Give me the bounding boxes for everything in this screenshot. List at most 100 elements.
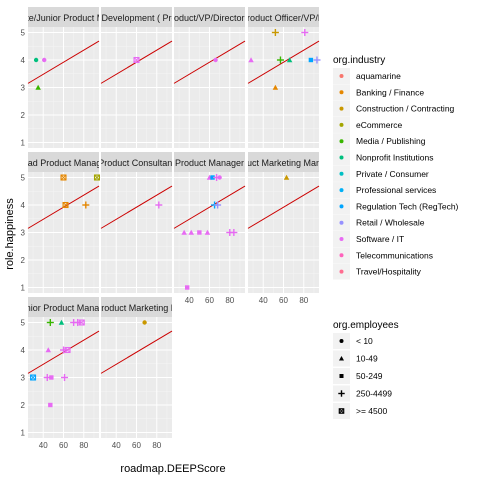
x-tick-label: 40 [112, 441, 121, 450]
legend-key-dot [339, 139, 344, 144]
data-point-box [30, 374, 37, 381]
data-point [286, 57, 293, 63]
legend-key-shape [338, 390, 345, 397]
reference-line [173, 185, 246, 229]
industry-legend: org.industry aquamarine Banking / Finance… [333, 55, 459, 280]
data-point [271, 28, 279, 37]
data-point [49, 375, 54, 380]
data-point [214, 201, 222, 209]
legend-label: Construction / Contracting [356, 104, 455, 114]
legend-label: < 10 [356, 336, 373, 346]
y-tick-label: 3 [21, 229, 26, 238]
x-tick-label: 60 [279, 296, 288, 305]
facet-strip-label: Head of Product/VP/Director of Product [131, 13, 289, 23]
data-point [93, 174, 100, 181]
reference-line [100, 330, 173, 374]
legend-label: 10-49 [356, 354, 378, 364]
facet-strip-label: Product Consultant [98, 158, 175, 168]
employees-legend-title: org.employees [333, 320, 399, 331]
facet-strip-label: Lead Product Manager [18, 158, 110, 168]
facet-panel: Chief Product Officer/VP/Director [247, 7, 321, 148]
data-point [59, 346, 68, 354]
x-axis-title: roadmap.DEEPScore [120, 463, 225, 475]
legend-label: Retail / Wholesale [356, 218, 425, 228]
reference-line [27, 40, 100, 84]
y-tick-label: 2 [21, 111, 26, 120]
legend-label: >= 4500 [356, 406, 387, 416]
data-point [308, 57, 314, 63]
legend-label: 50-249 [356, 371, 383, 381]
facet-strip [28, 152, 99, 172]
facet-panel: Senior Product Manager 1 2 3 4 5 40 60 80 [15, 297, 113, 450]
legend-key-dot [339, 237, 344, 241]
y-tick-label: 4 [21, 346, 26, 355]
legend-label: Nonprofit Institutions [356, 153, 433, 163]
legend-label: Banking / Finance [356, 87, 424, 97]
data-point [42, 57, 47, 63]
legend-key-dot [339, 171, 344, 176]
legend-key-dot [339, 253, 344, 258]
y-tick-label: 1 [21, 429, 26, 438]
facet-strip-label: Senior Product Manager [15, 303, 113, 313]
facet-panel: Director of Product Development ( Produc… [24, 7, 249, 148]
y-tick-label: 5 [21, 29, 26, 38]
legend-key-shape [338, 408, 345, 414]
facet-strip-label: Director of Product Development ( Produc… [24, 13, 249, 23]
y-tick-label: 2 [21, 401, 26, 410]
x-tick-label: 40 [185, 296, 194, 305]
reference-line [173, 40, 246, 84]
data-point [197, 230, 202, 235]
legend-label: Professional services [356, 185, 436, 195]
data-point-d2 [64, 347, 71, 353]
facet-panel: Lead Product Manager 1 2 3 4 5 [18, 152, 110, 293]
legend-key-shape-box [338, 408, 345, 414]
data-point [48, 402, 53, 408]
facet-strip [101, 152, 172, 172]
data-point-d2 [62, 202, 69, 208]
facet-strip [28, 7, 99, 27]
data-point [74, 318, 82, 327]
y-tick-label: 1 [21, 284, 26, 293]
legend-key-shape [339, 339, 344, 343]
data-point [184, 285, 190, 290]
legend-key-dot [339, 155, 344, 160]
facet-strip-label: Product Marketing Manager [228, 158, 339, 168]
y-tick-label: 2 [21, 256, 26, 265]
data-point [272, 84, 279, 90]
data-point [60, 174, 67, 181]
x-tick-label: 40 [39, 441, 48, 450]
facet-panels: Associate/Junior Product Manager 1 2 3 4 5 Dir… [15, 7, 339, 450]
data-point [133, 56, 140, 64]
data-point-box [60, 174, 67, 181]
legend-key-dot [339, 122, 344, 127]
legend-label: Private / Consumer [356, 169, 429, 179]
legend-label: eCommerce [356, 120, 403, 130]
legend-key-dot [339, 106, 344, 111]
industry-legend-title: org.industry [333, 55, 385, 66]
data-point [78, 319, 85, 326]
facet-strip [101, 297, 172, 317]
data-point [62, 201, 69, 209]
data-point-box [93, 174, 100, 181]
data-point [210, 175, 215, 180]
data-point [33, 57, 39, 63]
legend-label: Regulation Tech (RegTech) [356, 201, 459, 211]
data-point [46, 318, 54, 327]
data-point-d2 [60, 174, 67, 181]
reference-line [100, 185, 173, 229]
facet-panel: Associate/Junior Product Manager 1 2 3 4 5 [21, 7, 100, 148]
facet-panel: Product Marketing Manager 40 60 80 [228, 152, 339, 305]
facet-strip [174, 7, 245, 27]
y-tick-label: 5 [21, 319, 26, 328]
facet-strip [174, 152, 245, 172]
legend-key-dot [339, 220, 344, 225]
x-tick-label: 80 [152, 441, 161, 450]
legend-label: aquamarine [356, 71, 401, 81]
facet-strip-label: Senior Product Marketing Manager [67, 303, 207, 313]
data-point [204, 229, 211, 235]
data-point [230, 228, 238, 237]
data-point [82, 201, 90, 209]
facet-strip [248, 7, 319, 27]
